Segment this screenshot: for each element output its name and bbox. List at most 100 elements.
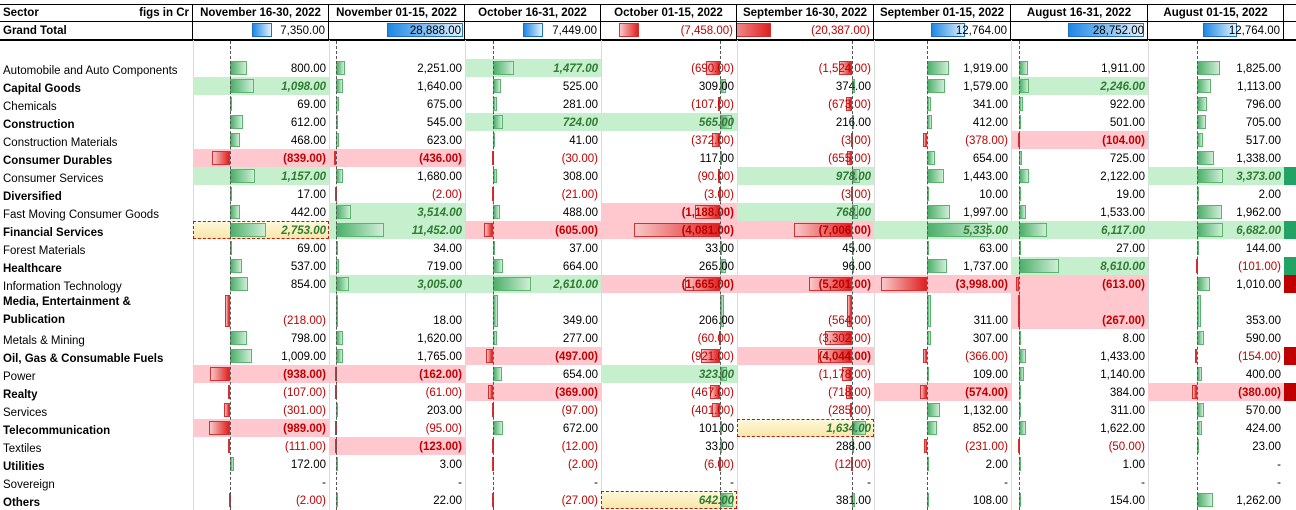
value-cell[interactable]: 468.00 — [193, 131, 329, 149]
value-cell[interactable]: 2,246.00 — [1011, 77, 1148, 95]
value-cell[interactable]: 109.00 — [874, 365, 1011, 383]
value-cell[interactable]: (1,188.00) — [601, 203, 737, 221]
value-cell[interactable]: (2.00) — [329, 185, 465, 203]
value-cell[interactable]: 1,634.00 — [737, 419, 874, 437]
value-cell[interactable]: (1,665.00) — [601, 275, 737, 293]
value-cell[interactable]: 108.00 — [874, 491, 1011, 509]
value-cell[interactable]: 852.00 — [874, 419, 1011, 437]
value-cell[interactable]: 2,251.00 — [329, 59, 465, 77]
value-cell[interactable]: 1,919.00 — [874, 59, 1011, 77]
sector-label[interactable]: Automobile and Auto Components — [3, 65, 178, 77]
value-cell[interactable]: 725.00 — [1011, 149, 1148, 167]
value-cell[interactable]: (218.00) — [193, 293, 329, 329]
value-cell[interactable]: (372.00) — [601, 131, 737, 149]
sector-label[interactable]: Others — [3, 497, 41, 509]
sector-label[interactable]: Information Technology — [3, 281, 122, 293]
value-cell[interactable]: 1,579.00 — [874, 77, 1011, 95]
sector-label[interactable]: Services — [3, 407, 48, 419]
value-cell[interactable]: 17.00 — [193, 185, 329, 203]
value-cell[interactable]: 400.00 — [1148, 365, 1284, 383]
value-cell[interactable]: 1.00 — [1011, 455, 1148, 473]
value-cell[interactable]: - — [874, 473, 1011, 491]
sector-label[interactable]: Construction Materials — [3, 137, 118, 149]
header-period-7[interactable]: August 01-15, 2022 — [1148, 5, 1284, 21]
value-cell[interactable]: 654.00 — [874, 149, 1011, 167]
value-cell[interactable]: - — [601, 473, 737, 491]
value-cell[interactable]: 18.00 — [329, 293, 465, 329]
value-cell[interactable]: 612.00 — [193, 113, 329, 131]
grand-total-cell[interactable]: 7,449.00 — [465, 22, 601, 39]
value-cell[interactable]: 341.00 — [874, 95, 1011, 113]
value-cell[interactable]: 2,753.00 — [193, 221, 329, 239]
value-cell[interactable]: 623.00 — [329, 131, 465, 149]
value-cell[interactable]: 922.00 — [1011, 95, 1148, 113]
value-cell[interactable]: 265.00 — [601, 257, 737, 275]
value-cell[interactable]: (380.00) — [1148, 383, 1284, 401]
grand-total-cell[interactable]: 12,764.00 — [1148, 22, 1284, 39]
sector-label[interactable]: Fast Moving Consumer Goods — [3, 209, 159, 221]
value-cell[interactable]: 1,533.00 — [1011, 203, 1148, 221]
value-cell[interactable]: 69.00 — [193, 95, 329, 113]
value-cell[interactable]: 11,452.00 — [329, 221, 465, 239]
grand-total-cell[interactable]: 28,752.00 — [1011, 22, 1148, 39]
value-cell[interactable]: 1,157.00 — [193, 167, 329, 185]
value-cell[interactable]: 501.00 — [1011, 113, 1148, 131]
value-cell[interactable]: 796.00 — [1148, 95, 1284, 113]
sector-label[interactable]: Chemicals — [3, 101, 57, 113]
header-period-5[interactable]: September 01-15, 2022 — [874, 5, 1011, 21]
value-cell[interactable]: (61.00) — [329, 383, 465, 401]
value-cell[interactable]: 1,680.00 — [329, 167, 465, 185]
value-cell[interactable]: 412.00 — [874, 113, 1011, 131]
value-cell[interactable]: (4,044.00) — [737, 347, 874, 365]
value-cell[interactable]: (12.00) — [465, 437, 601, 455]
sector-label[interactable]: Financial Services — [3, 227, 104, 239]
value-cell[interactable]: (12.00) — [737, 455, 874, 473]
value-cell[interactable]: (564.00) — [737, 293, 874, 329]
value-cell[interactable]: (101.00) — [1148, 257, 1284, 275]
value-cell[interactable]: 33.00 — [601, 437, 737, 455]
value-cell[interactable]: (613.00) — [1011, 275, 1148, 293]
value-cell[interactable]: 3,373.00 — [1148, 167, 1284, 185]
value-cell[interactable]: (839.00) — [193, 149, 329, 167]
header-period-3[interactable]: October 01-15, 2022 — [601, 5, 737, 21]
value-cell[interactable]: 1,443.00 — [874, 167, 1011, 185]
header-period-6[interactable]: August 16-31, 2022 — [1011, 5, 1148, 21]
value-cell[interactable]: (1,524.00) — [737, 59, 874, 77]
value-cell[interactable]: 517.00 — [1148, 131, 1284, 149]
value-cell[interactable]: 144.00 — [1148, 239, 1284, 257]
value-cell[interactable]: 27.00 — [1011, 239, 1148, 257]
value-cell[interactable]: 1,765.00 — [329, 347, 465, 365]
sector-label[interactable]: Power — [3, 371, 36, 383]
value-cell[interactable]: 570.00 — [1148, 401, 1284, 419]
value-cell[interactable]: (111.00) — [193, 437, 329, 455]
value-cell[interactable]: 1,825.00 — [1148, 59, 1284, 77]
value-cell[interactable]: 281.00 — [465, 95, 601, 113]
value-cell[interactable]: (27.00) — [465, 491, 601, 509]
sector-label[interactable]: Telecommunication — [3, 425, 111, 437]
value-cell[interactable]: - — [1011, 473, 1148, 491]
value-cell[interactable]: (6.00) — [601, 455, 737, 473]
sector-label[interactable]: Capital Goods — [3, 83, 81, 95]
value-cell[interactable]: 206.00 — [601, 293, 737, 329]
value-cell[interactable]: (123.00) — [329, 437, 465, 455]
value-cell[interactable]: 1,997.00 — [874, 203, 1011, 221]
value-cell[interactable]: 654.00 — [465, 365, 601, 383]
value-cell[interactable]: 45.00 — [737, 239, 874, 257]
value-cell[interactable]: 172.00 — [193, 455, 329, 473]
value-cell[interactable]: 1,098.00 — [193, 77, 329, 95]
sector-label[interactable]: Consumer Services — [3, 173, 104, 185]
sector-label[interactable]: Diversified — [3, 191, 62, 203]
value-cell[interactable]: (4,081.00) — [601, 221, 737, 239]
value-cell[interactable]: 154.00 — [1011, 491, 1148, 509]
value-cell[interactable]: - — [1148, 473, 1284, 491]
value-cell[interactable]: 41.00 — [465, 131, 601, 149]
value-cell[interactable]: 311.00 — [874, 293, 1011, 329]
value-cell[interactable]: 642.00 — [601, 491, 737, 509]
value-cell[interactable]: (1,178.00) — [737, 365, 874, 383]
sector-label[interactable]: Textiles — [3, 443, 42, 455]
value-cell[interactable]: 3.00 — [329, 455, 465, 473]
value-cell[interactable]: 1,737.00 — [874, 257, 1011, 275]
value-cell[interactable]: 5,335.00 — [874, 221, 1011, 239]
value-cell[interactable]: 978.00 — [737, 167, 874, 185]
value-cell[interactable]: (378.00) — [874, 131, 1011, 149]
